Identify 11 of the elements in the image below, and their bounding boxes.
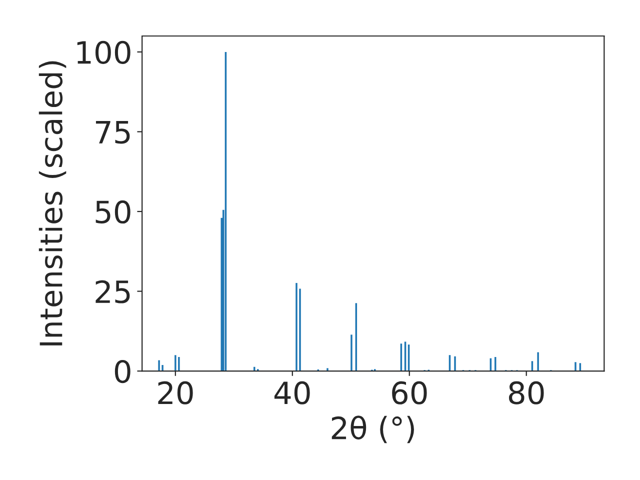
y-tick-label: 25: [96, 280, 130, 304]
y-tick-label: 75: [96, 121, 130, 144]
y-tick-label: 50: [96, 200, 130, 224]
x-tick-label: 40: [274, 381, 310, 404]
y-tick-label: 100: [77, 40, 130, 64]
x-tick-label: 80: [509, 381, 544, 404]
y-tick-label: 0: [114, 360, 130, 384]
x-axis-title: 2θ (°): [332, 416, 414, 444]
y-axis-title: Intensities (scaled): [38, 61, 66, 346]
x-tick-label: 60: [392, 381, 427, 404]
x-tick-label: 20: [158, 381, 193, 404]
